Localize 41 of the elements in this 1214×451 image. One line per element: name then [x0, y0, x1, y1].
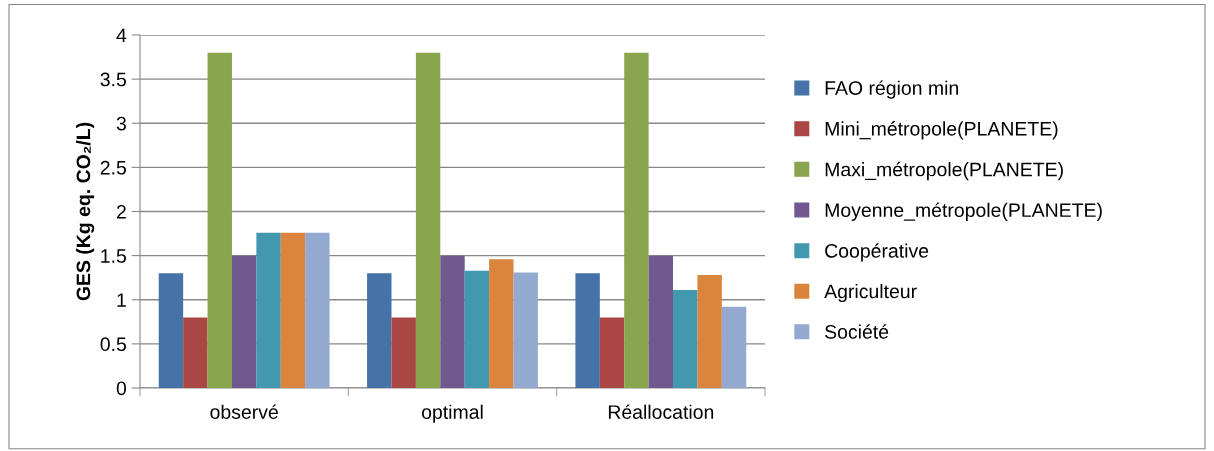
y-tick-label: 0.5	[100, 337, 126, 352]
legend-label: Mini_métropole(PLANETE)	[825, 121, 1058, 140]
x-tick-label: optimal	[421, 404, 483, 423]
y-tick-label: 3.5	[100, 72, 126, 87]
bar	[158, 273, 184, 388]
bar	[367, 273, 392, 388]
legend-label: Coopérative	[825, 243, 929, 262]
legend-label: Société	[825, 324, 889, 339]
y-tick-label: 1	[117, 293, 126, 307]
bar	[721, 306, 747, 388]
bar	[183, 317, 208, 388]
bar	[440, 255, 465, 388]
y-tick-label: 2.5	[100, 160, 126, 175]
bar	[415, 52, 441, 388]
bar	[305, 232, 330, 388]
bar	[280, 232, 306, 388]
legend-label: FAO région min	[825, 80, 958, 99]
y-tick-label: 3	[116, 116, 126, 131]
bar	[599, 317, 625, 388]
x-tick-label: Réallocation	[608, 404, 714, 419]
legend-label: Maxi_métropole(PLANETE)	[825, 161, 1063, 181]
bar	[489, 259, 514, 388]
y-tick-label: 2	[116, 204, 126, 219]
y-tick-label: 1.5	[101, 249, 126, 263]
legend-label: Agriculteur	[824, 283, 917, 303]
bar	[464, 270, 490, 388]
bar	[673, 290, 698, 388]
y-tick-label: 0	[116, 381, 127, 396]
bar	[697, 275, 722, 388]
bar	[256, 232, 281, 388]
bar	[575, 273, 600, 388]
bar	[624, 52, 649, 388]
legend-label: Moyenne_métropole(PLANETE)	[825, 202, 1102, 221]
bar	[513, 272, 538, 388]
bar	[391, 317, 416, 388]
y-axis-title: GES (Kg eq. CO₂/L)	[76, 122, 95, 301]
x-tick-label: observé	[210, 404, 278, 419]
bar	[648, 255, 674, 388]
bar	[207, 52, 232, 388]
y-tick-label: 4	[116, 28, 127, 43]
bar	[231, 255, 257, 388]
